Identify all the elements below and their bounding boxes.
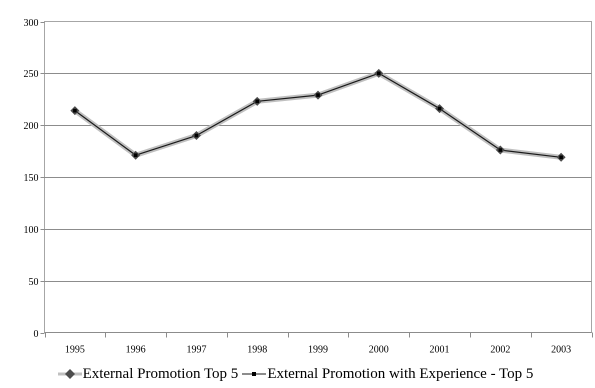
y-tick-label: 200 <box>24 121 39 132</box>
x-tick-label: 1999 <box>308 345 328 356</box>
legend-item-series-2: External Promotion with Experience - Top… <box>242 366 533 383</box>
axes <box>40 22 593 338</box>
legend: External Promotion Top 5 External Promot… <box>0 360 595 388</box>
data-point-square <box>316 93 320 97</box>
data-point-square <box>376 71 381 76</box>
x-tick-label: 1997 <box>186 345 206 356</box>
y-tick-label: 250 <box>24 69 39 80</box>
legend-diamond-marker-icon <box>57 369 82 379</box>
chart-canvas: 0 50 100 150 200 250 300 1995 1996 1997 1998 1999 20… <box>24 18 593 356</box>
x-tick-label: 1998 <box>247 345 267 356</box>
legend-square-marker-icon <box>242 372 267 376</box>
data-point-square <box>498 148 503 152</box>
legend-item-series-1: External Promotion Top 5 <box>57 365 239 383</box>
data-point-square <box>133 153 138 158</box>
series-line-1 <box>72 70 564 160</box>
y-tick-label: 50 <box>29 277 39 288</box>
data-point-square <box>437 106 442 111</box>
x-tick-label: 1996 <box>126 345 146 356</box>
series-lines <box>72 70 564 160</box>
y-tick-label: 300 <box>24 18 39 29</box>
data-point-square <box>73 108 77 113</box>
data-point-square <box>255 99 260 104</box>
x-tick-label: 2000 <box>369 345 389 356</box>
legend-label-series-2: External Promotion with Experience - Top… <box>267 365 534 382</box>
data-point-square <box>559 155 563 160</box>
x-tick-label: 2002 <box>490 345 510 356</box>
tick-labels: 0 50 100 150 200 250 300 1995 1996 1997 1998 1999 20… <box>24 18 572 356</box>
x-tick-label: 2003 <box>551 345 571 356</box>
x-tick-label: 1995 <box>65 345 85 356</box>
series-markers <box>70 68 566 162</box>
x-tick-label: 2001 <box>430 345 450 356</box>
y-tick-label: 150 <box>24 173 39 184</box>
data-point-square <box>194 133 199 138</box>
y-tick-label: 100 <box>24 225 39 236</box>
y-tick-label: 0 <box>34 329 39 340</box>
legend-label-series-1: External Promotion Top 5 <box>82 365 239 382</box>
gridlines <box>44 73 592 282</box>
